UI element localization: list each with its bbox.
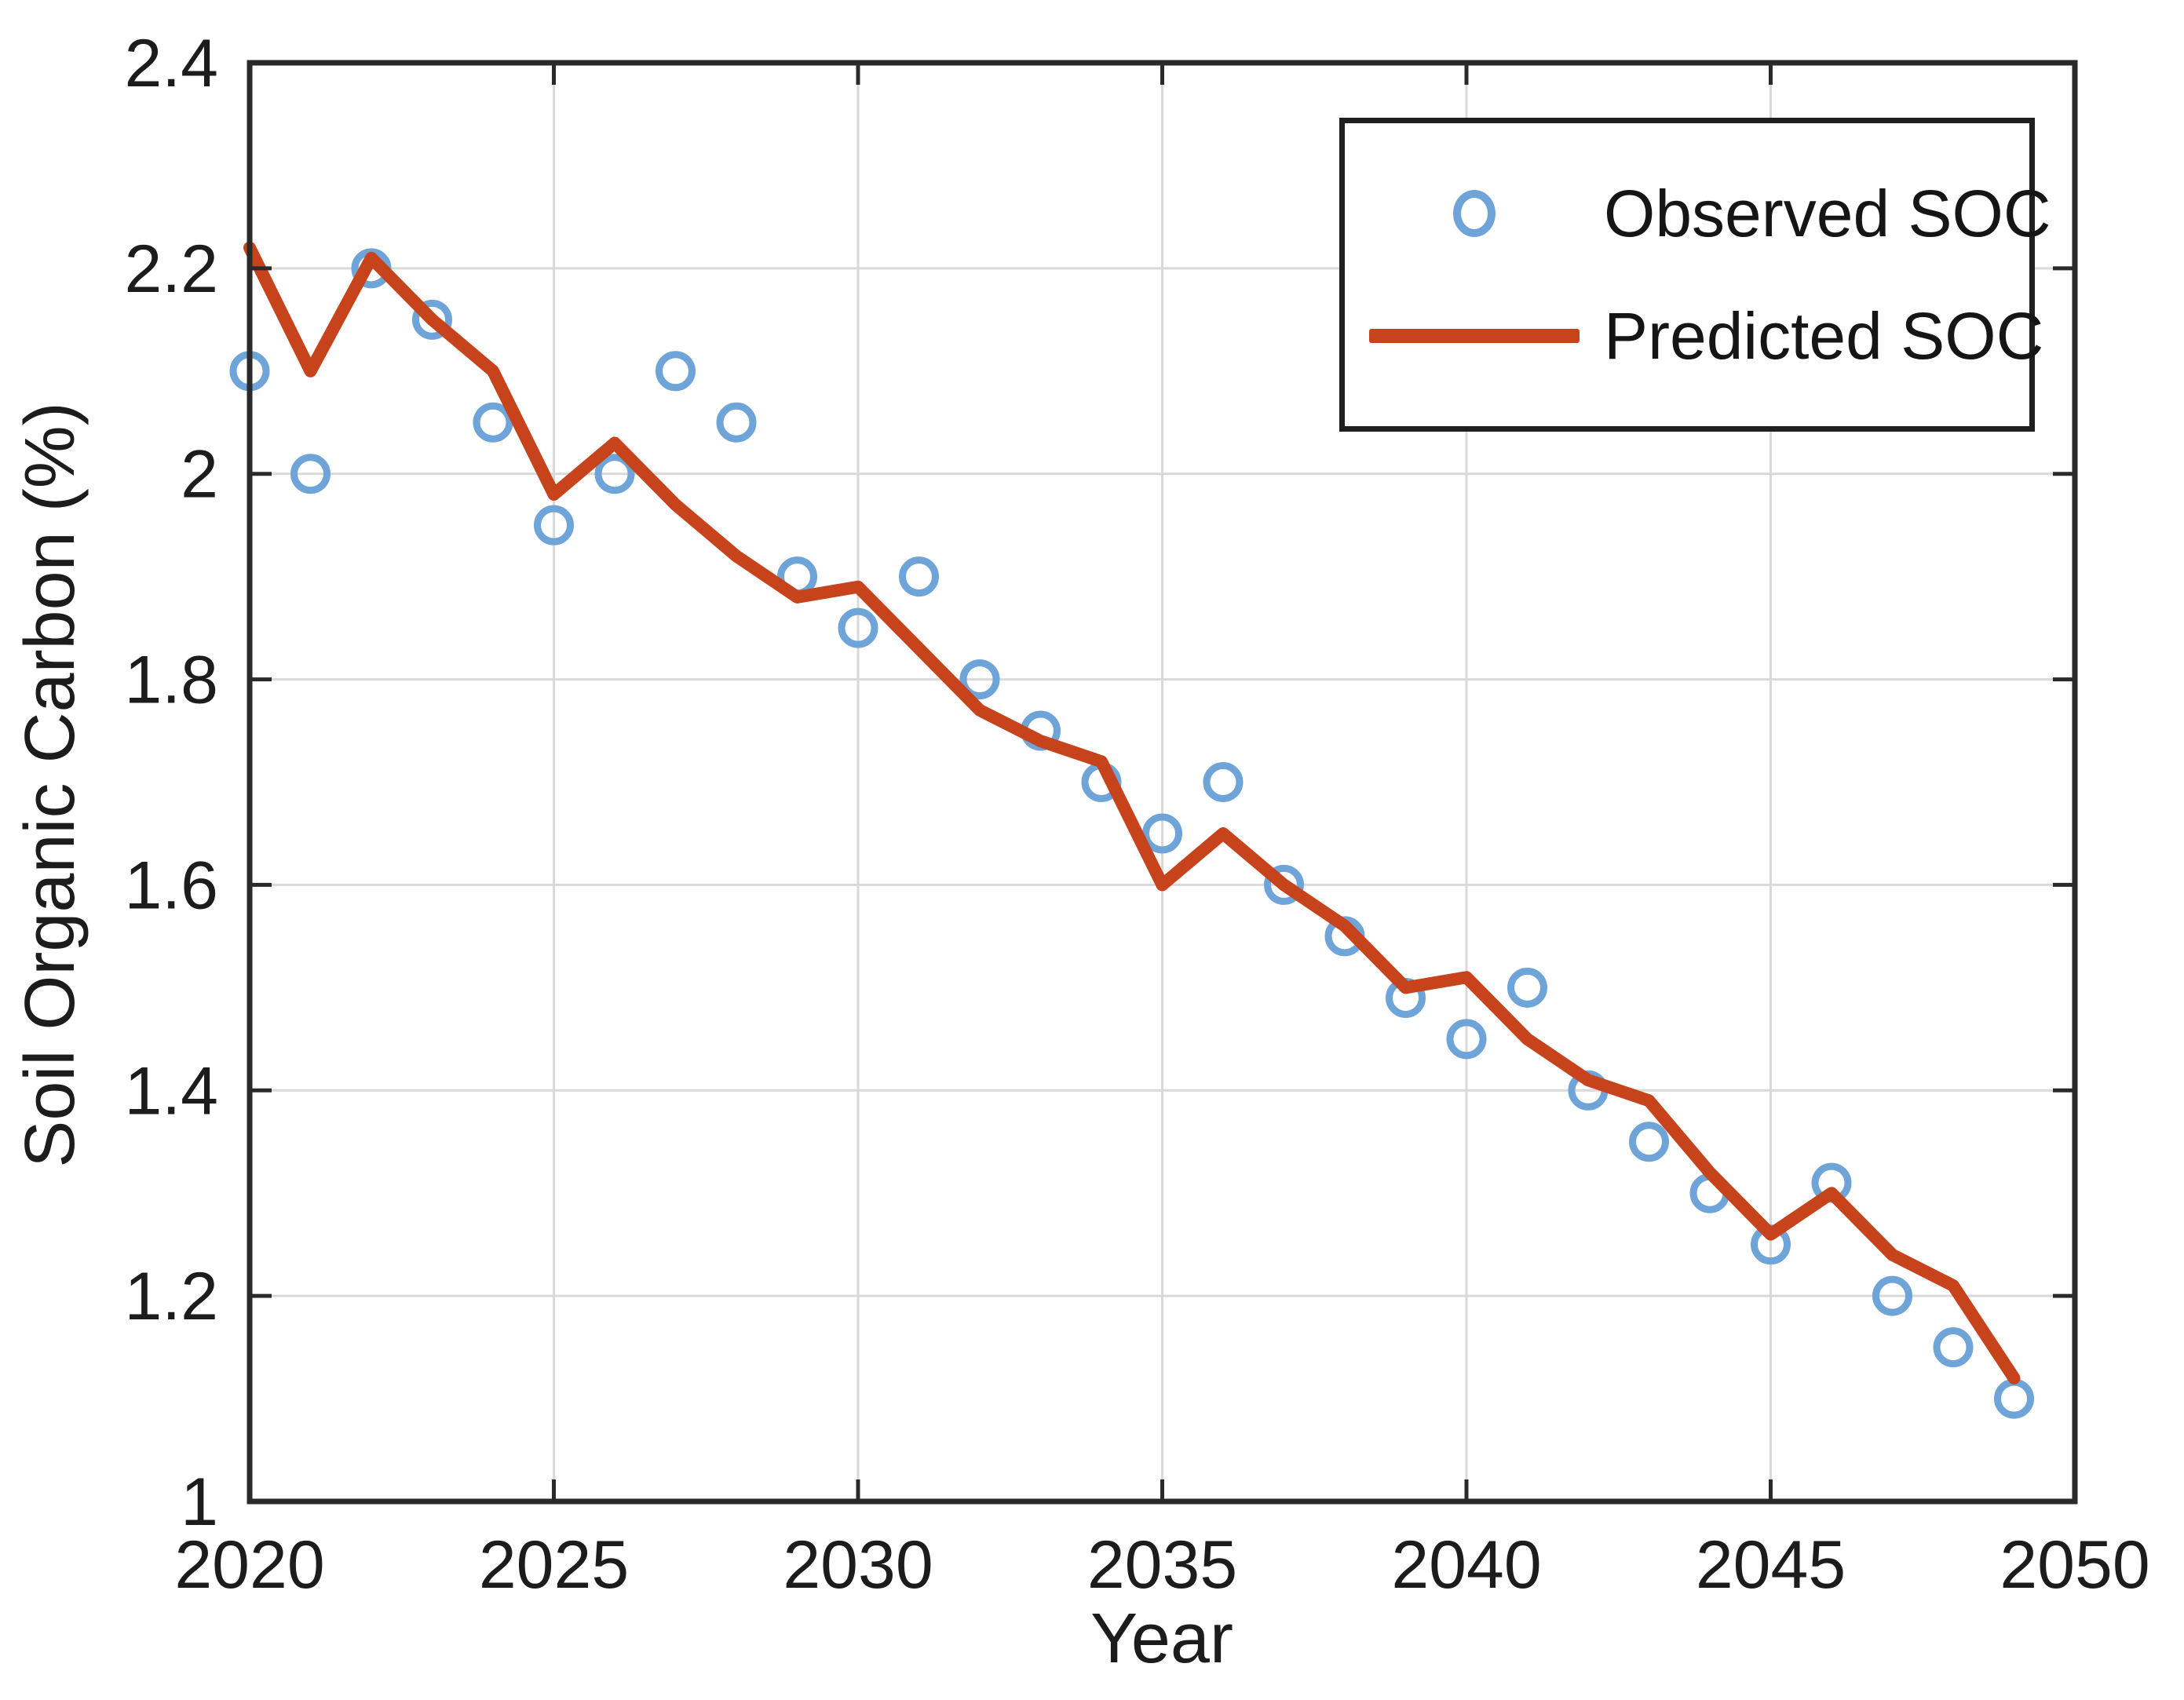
- x-tick-label: 2040: [1391, 1527, 1541, 1603]
- legend-marker-col: [1345, 329, 1604, 344]
- legend-marker-col: [1345, 189, 1604, 237]
- observed-point: [716, 402, 757, 443]
- x-tick-label: 2045: [1696, 1527, 1846, 1603]
- y-axis-label: Soil Organic Carbon (%): [11, 402, 89, 1168]
- predicted-line-marker-icon: [1369, 329, 1580, 344]
- observed-point: [290, 454, 331, 494]
- observed-point: [1142, 813, 1182, 854]
- x-tick-labels: 2020 2025 2030 2035 2040 2045 2050: [174, 1527, 2149, 1603]
- observed-point: [959, 659, 1000, 700]
- x-tick-label: 2025: [479, 1527, 629, 1603]
- legend-item-observed: Observed SOC: [1345, 181, 2051, 246]
- y-tick-labels: 1 1.2 1.4 1.6 1.8 2 2.2 2.4: [124, 26, 218, 1540]
- observed-point: [412, 299, 452, 340]
- observed-point: [656, 351, 696, 392]
- y-tick-label: 1.8: [124, 643, 218, 718]
- x-tick-label: 2050: [2000, 1527, 2149, 1603]
- x-tick-label: 2035: [1087, 1527, 1237, 1603]
- observed-point: [534, 505, 574, 545]
- legend: Observed SOC Predicted SOC: [1339, 118, 2051, 432]
- legend-item-predicted: Predicted SOC: [1345, 303, 2043, 369]
- y-tick-label: 1.2: [124, 1259, 218, 1334]
- x-axis-label: Year: [1090, 1600, 1233, 1678]
- predicted-line: [243, 241, 2021, 1384]
- observed-point: [1203, 762, 1244, 802]
- y-tick-label: 1: [181, 1465, 218, 1540]
- observed-point: [1872, 1275, 1912, 1316]
- observed-point: [473, 402, 513, 443]
- observed-point: [1446, 1019, 1487, 1060]
- legend-label-observed: Observed SOC: [1604, 176, 2051, 250]
- y-tick-label: 2.4: [124, 26, 218, 101]
- observed-point: [1933, 1327, 1974, 1368]
- y-tick-label: 1.4: [124, 1053, 218, 1129]
- observed-point: [838, 607, 878, 648]
- y-tick-label: 2: [181, 437, 218, 513]
- observed-circle-marker-icon: [1453, 189, 1496, 237]
- y-tick-label: 1.6: [124, 848, 218, 923]
- observed-point: [1264, 864, 1304, 905]
- observed-point: [899, 556, 939, 597]
- x-tick-label: 2020: [174, 1527, 324, 1603]
- observed-point: [594, 454, 635, 494]
- legend-label-predicted: Predicted SOC: [1604, 299, 2044, 374]
- plot-border: [247, 60, 2078, 1505]
- observed-point: [1507, 967, 1547, 1008]
- observed-point: [1629, 1122, 1669, 1162]
- y-tick-label: 2.2: [124, 232, 218, 307]
- x-tick-label: 2030: [783, 1527, 933, 1603]
